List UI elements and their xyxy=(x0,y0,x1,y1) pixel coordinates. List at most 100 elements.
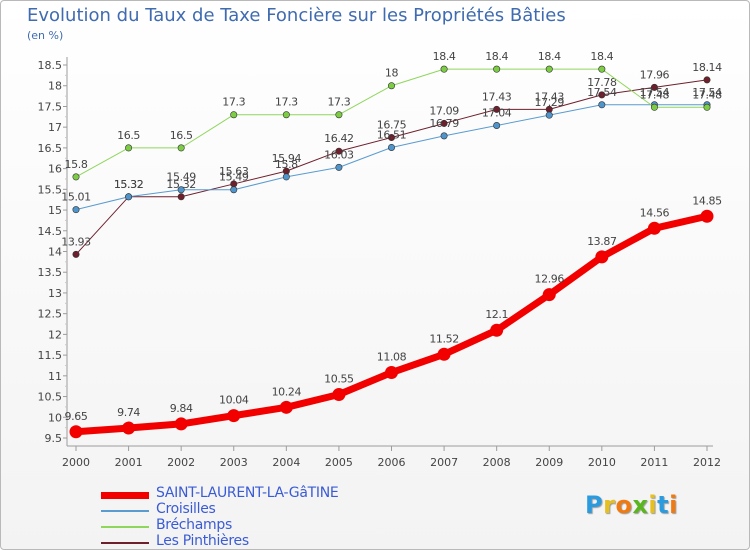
data-point xyxy=(177,144,185,152)
data-point xyxy=(493,122,501,130)
data-label: 12.1 xyxy=(485,308,508,321)
data-label: 15.94 xyxy=(272,152,302,165)
series-0: 13.93 15.32 15.32 15.63 15.94 16.42 16.75 17.09… xyxy=(61,61,723,258)
data-point xyxy=(125,193,133,201)
chart-subtitle: (en %) xyxy=(27,29,64,42)
data-label: 18.4 xyxy=(433,50,456,63)
y-tick-label: 13.5 xyxy=(38,266,63,279)
logo-letter: r xyxy=(603,491,616,519)
data-point xyxy=(177,186,185,194)
data-label: 9.74 xyxy=(117,406,140,419)
data-point xyxy=(177,193,185,201)
data-label: 15.8 xyxy=(65,158,88,171)
data-point xyxy=(122,421,136,435)
series-2: 15.8 16.5 16.5 17.3 17.3 17.3 18 18.4 18.4 18.4 18… xyxy=(65,50,723,181)
legend-swatch xyxy=(101,510,149,512)
data-point xyxy=(703,76,711,84)
data-label: 18.14 xyxy=(692,61,722,74)
data-label: 17.3 xyxy=(275,96,298,109)
legend-item: SAINT-LAURENT-LA-GâTINE xyxy=(101,485,401,503)
data-label: 17.48 xyxy=(640,88,670,101)
data-point xyxy=(647,221,661,235)
data-point xyxy=(387,134,395,142)
y-tick-label: 9.5 xyxy=(45,432,63,445)
data-label: 15.49 xyxy=(166,171,196,184)
data-label: 17.43 xyxy=(535,90,565,103)
y-tick-label: 12.5 xyxy=(38,308,63,321)
data-point xyxy=(279,400,293,414)
data-point xyxy=(174,417,188,431)
data-label: 14.85 xyxy=(692,194,722,207)
data-label: 9.65 xyxy=(65,410,88,423)
data-point xyxy=(440,119,448,127)
legend-item: Croisilles xyxy=(101,501,401,519)
x-tick-label: 2010 xyxy=(588,456,616,469)
legend-label: SAINT-LAURENT-LA-GâTINE xyxy=(156,485,339,501)
data-label: 18.4 xyxy=(590,50,613,63)
y-tick-label: 10 xyxy=(48,411,62,424)
data-label: 13.93 xyxy=(61,235,91,248)
data-point xyxy=(69,425,83,439)
y-tick-label: 17 xyxy=(48,121,62,134)
y-tick-label: 16 xyxy=(48,163,62,176)
data-point xyxy=(493,65,501,73)
data-point xyxy=(440,132,448,140)
x-tick-label: 2000 xyxy=(62,456,90,469)
data-label: 15.49 xyxy=(219,171,249,184)
legend-swatch xyxy=(101,491,149,499)
data-point xyxy=(490,323,504,337)
data-point xyxy=(545,65,553,73)
data-point xyxy=(72,173,80,181)
data-label: 15.8 xyxy=(275,158,298,171)
y-tick-label: 17.5 xyxy=(38,100,63,113)
x-tick-label: 2004 xyxy=(272,456,300,469)
data-label: 17.78 xyxy=(587,76,617,89)
data-point xyxy=(125,144,133,152)
data-label: 14.56 xyxy=(640,206,670,219)
data-label: 18 xyxy=(385,67,399,80)
data-label: 17.96 xyxy=(640,68,670,81)
data-point xyxy=(387,143,395,151)
data-label: 16.5 xyxy=(117,129,140,142)
y-tick-label: 18.5 xyxy=(38,59,63,72)
data-label: 17.48 xyxy=(692,88,722,101)
y-tick-label: 11 xyxy=(48,370,62,383)
y-tick-label: 10.5 xyxy=(38,391,63,404)
data-point xyxy=(598,91,606,99)
data-label: 17.29 xyxy=(535,96,565,109)
legend-swatch xyxy=(101,526,149,528)
data-label: 17.04 xyxy=(482,107,512,120)
data-point xyxy=(385,366,398,380)
series-line xyxy=(75,79,708,255)
logo-letter: t xyxy=(657,491,670,519)
data-point xyxy=(282,111,290,119)
y-tick-label: 13 xyxy=(48,287,62,300)
data-label: 16.75 xyxy=(377,119,407,132)
y-tick-label: 14.5 xyxy=(38,225,63,238)
data-point xyxy=(650,103,658,111)
chart-title: Evolution du Taux de Taxe Foncière sur l… xyxy=(27,5,566,26)
x-tick-label: 2003 xyxy=(220,456,248,469)
data-point xyxy=(703,103,711,111)
data-point xyxy=(72,206,80,214)
data-point xyxy=(332,387,346,401)
data-label: 15.63 xyxy=(219,165,249,178)
data-point xyxy=(595,250,609,264)
logo-letter: x xyxy=(632,491,649,519)
data-label: 17.3 xyxy=(222,96,245,109)
data-label: 10.24 xyxy=(272,385,302,398)
legend-item: Les Pinthières xyxy=(101,533,401,549)
data-label: 12.96 xyxy=(535,273,565,286)
data-label: 17.43 xyxy=(482,90,512,103)
data-point xyxy=(72,250,80,258)
data-point xyxy=(230,186,238,194)
logo-letter: P xyxy=(585,491,604,519)
data-label: 17.54 xyxy=(692,86,722,99)
data-label: 13.87 xyxy=(587,235,617,248)
data-point xyxy=(335,163,343,171)
data-label: 15.01 xyxy=(61,191,91,204)
x-tick-label: 2011 xyxy=(640,456,668,469)
data-label: 15.32 xyxy=(166,178,196,191)
plot-area: 13.93 15.32 15.32 15.63 15.94 16.42 16.75 17.09… xyxy=(61,50,723,439)
